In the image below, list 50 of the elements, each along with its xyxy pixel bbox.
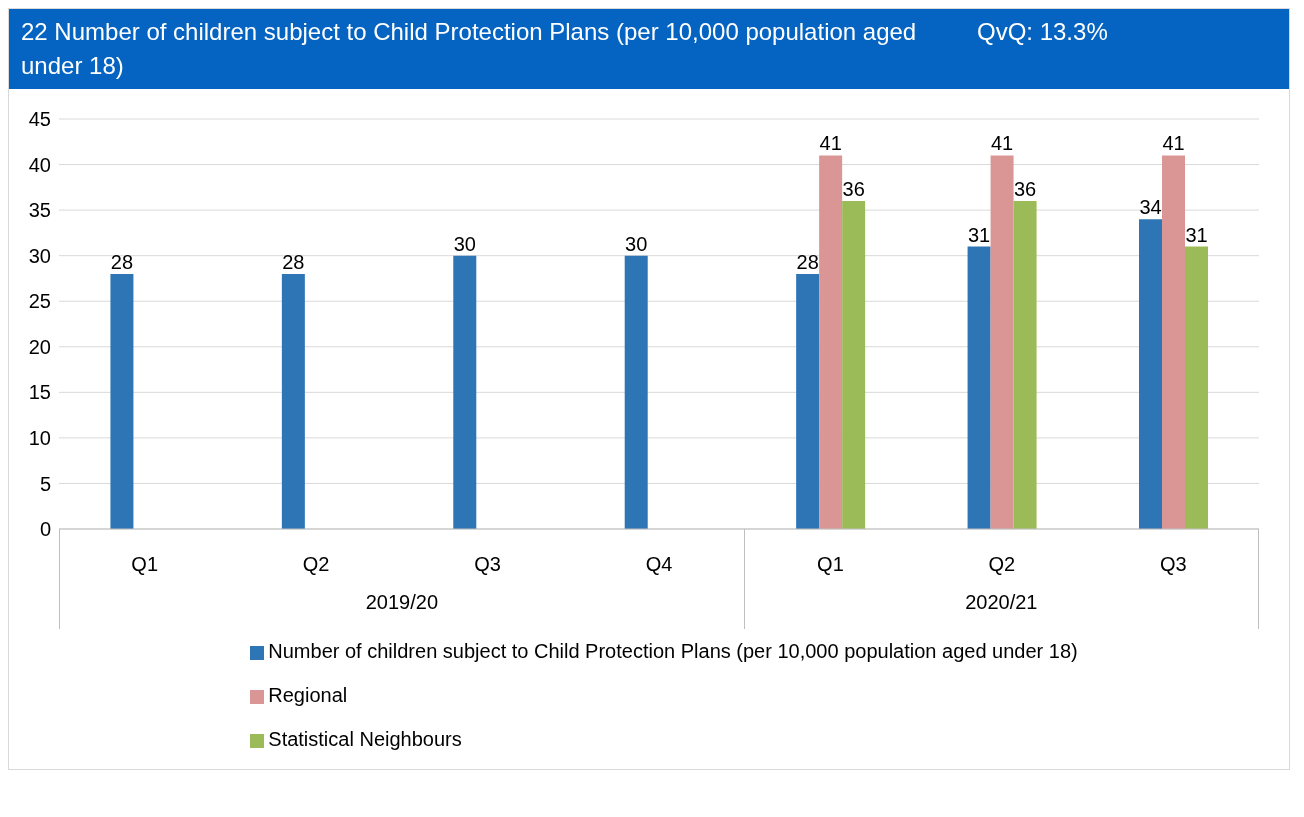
data-label: 34 [1139, 196, 1162, 219]
bar [796, 273, 820, 529]
data-label: 31 [1185, 223, 1208, 246]
y-tick-label: 30 [28, 244, 51, 267]
y-tick-label: 5 [39, 472, 51, 495]
data-label: 28 [282, 250, 305, 273]
text: 2020/21 [964, 591, 1039, 614]
bar [819, 155, 843, 529]
y-tick-label: 0 [39, 518, 51, 541]
bar [842, 201, 866, 529]
x-tick-label: Q2 [988, 553, 1016, 576]
bar [1139, 219, 1162, 529]
data-label: 41 [1162, 132, 1185, 155]
x-tick-label: Q4 [645, 553, 673, 576]
data-label: 31 [967, 223, 991, 246]
x-tick-label: Q2 [302, 553, 330, 576]
y-tick-label: 25 [28, 290, 51, 313]
bar [1162, 155, 1185, 529]
y-tick-label: 10 [28, 426, 51, 449]
bar [1185, 246, 1208, 529]
x-tick-label: Q3 [1159, 553, 1187, 576]
bar [1013, 201, 1037, 529]
y-tick-label: 40 [28, 153, 51, 176]
y-tick-label: 15 [28, 381, 51, 404]
bar [624, 255, 648, 529]
text: 2019/20 [364, 591, 439, 614]
data-label: 41 [819, 132, 842, 155]
data-label: 30 [625, 232, 648, 255]
data-label: 36 [842, 178, 865, 200]
chart-subtitle: QvQ: 13.3% [977, 17, 1109, 47]
data-label: 28 [110, 250, 134, 273]
bar [990, 155, 1014, 529]
data-label: 41 [990, 132, 1014, 155]
data-label: 30 [453, 232, 476, 255]
legend-label: Regional [268, 684, 348, 706]
data-label: 28 [796, 250, 819, 273]
y-tick-label: 45 [28, 108, 51, 131]
legend-label: Number of children subject to Child Protection Plans (per 10,000 population aged under 18) [268, 640, 1078, 662]
bar [110, 273, 134, 529]
x-tick-label: Q1 [817, 553, 844, 576]
y-tick-label: 35 [28, 199, 51, 222]
x-tick-label: Q1 [131, 553, 159, 576]
legend-label: Statistical Neighbours [268, 728, 462, 750]
bar [967, 246, 991, 529]
data-label: 36 [1013, 178, 1037, 200]
bar [281, 273, 305, 529]
y-tick-label: 20 [28, 335, 51, 358]
x-tick-label: Q3 [474, 553, 501, 576]
bar [453, 255, 477, 529]
chart-title: 22 Number of children subject to Child Protection Plans (per 10,000 population aged under 18) [21, 17, 918, 81]
